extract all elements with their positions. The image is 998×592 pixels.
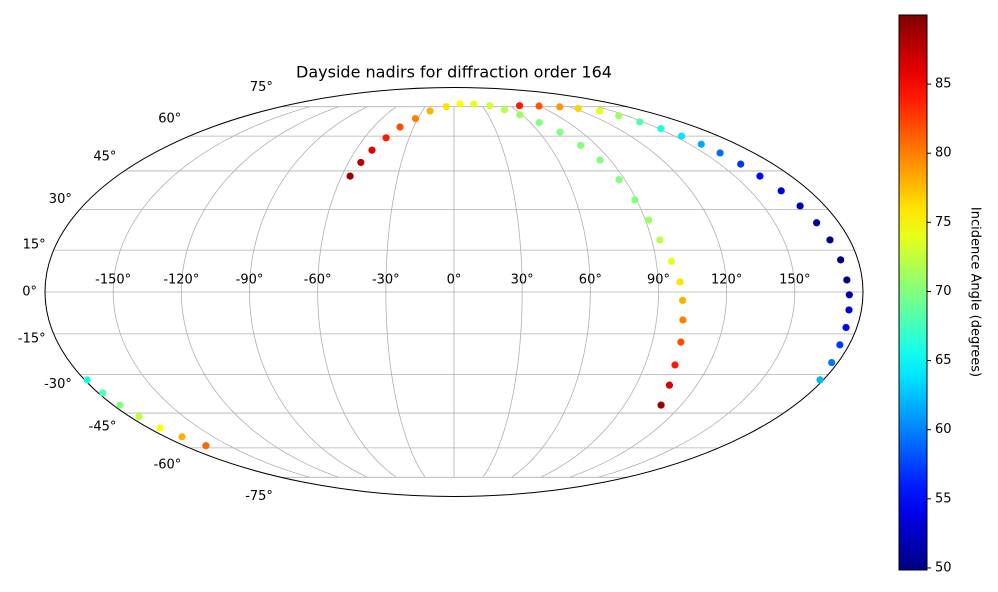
data-point [645, 216, 653, 224]
data-point [816, 376, 824, 384]
data-point [426, 107, 434, 115]
x-tick-label: -30° [372, 273, 400, 288]
colorbar-tick-label: 60 [935, 422, 952, 437]
data-point [679, 316, 687, 324]
data-point [456, 100, 464, 108]
data-point [737, 160, 745, 168]
data-point [697, 140, 705, 148]
data-point [577, 141, 585, 149]
data-point [679, 296, 687, 305]
data-point [667, 257, 676, 265]
data-point [836, 341, 844, 349]
data-point [636, 118, 644, 126]
data-point [574, 104, 582, 113]
y-tick-label: -15° [18, 332, 46, 347]
data-point [515, 102, 524, 110]
data-point [83, 376, 91, 384]
data-point [486, 102, 494, 110]
colorbar-tick-label: 85 [935, 77, 952, 92]
data-point [615, 176, 623, 184]
colorbar-label: Incidence Angle (degrees) [968, 207, 983, 377]
data-point [756, 172, 764, 180]
data-point [411, 115, 420, 123]
colorbar-tick-label: 50 [935, 560, 952, 575]
y-tick-label: 75° [250, 80, 273, 95]
data-point [202, 442, 210, 450]
data-point [842, 323, 850, 332]
data-point [178, 433, 186, 441]
data-point [556, 103, 564, 111]
data-point [116, 401, 124, 409]
data-point [677, 132, 686, 140]
data-point [677, 338, 685, 346]
data-point [657, 401, 665, 409]
data-point [357, 158, 365, 167]
data-point [535, 118, 543, 127]
data-point [716, 149, 724, 157]
data-point [845, 291, 853, 299]
colorbar-tick-label: 70 [935, 284, 952, 299]
data-point [656, 236, 664, 244]
y-tick-label: 15° [23, 237, 46, 252]
data-point [470, 100, 478, 108]
data-point [813, 219, 821, 227]
y-tick-label: -45° [89, 420, 117, 435]
data-point [516, 111, 524, 119]
data-point [368, 146, 376, 154]
x-tick-label: -90° [236, 273, 264, 288]
x-tick-label: -60° [304, 273, 332, 288]
data-point [796, 202, 804, 210]
data-point [828, 358, 836, 367]
colorbar-tick-label: 80 [935, 146, 952, 161]
y-tick-label: 30° [49, 192, 72, 207]
data-point [99, 389, 107, 397]
x-tick-label: -120° [163, 273, 199, 288]
data-point [657, 125, 665, 133]
colorbar-tick-label: 65 [935, 353, 952, 368]
chart-title: Dayside nadirs for diffraction order 164 [296, 63, 612, 82]
data-point [777, 187, 785, 195]
data-point [396, 123, 404, 131]
x-tick-label: 120° [711, 273, 742, 288]
data-point [596, 156, 604, 164]
x-tick-label: 60° [579, 273, 602, 288]
data-point [676, 278, 684, 286]
colorbar-tick-label: 75 [935, 215, 952, 230]
y-tick-label: -30° [44, 377, 72, 392]
data-point [671, 361, 679, 369]
data-point [500, 106, 509, 114]
y-tick-label: -60° [154, 458, 182, 473]
data-point [442, 103, 450, 111]
data-point [156, 424, 164, 432]
data-point [346, 172, 354, 180]
x-tick-label: 0° [447, 273, 462, 288]
data-point [837, 256, 845, 264]
data-point [135, 413, 143, 421]
y-tick-label: 60° [158, 111, 181, 126]
data-point [615, 112, 623, 120]
data-point [843, 276, 851, 284]
data-point [845, 306, 853, 314]
data-point [826, 236, 834, 244]
data-point [665, 381, 674, 389]
colorbar-tick-label: 55 [935, 491, 952, 506]
data-point [556, 128, 564, 136]
y-tick-label: 45° [93, 149, 116, 164]
data-point [535, 102, 543, 110]
data-point [382, 134, 390, 142]
y-tick-label: -75° [245, 489, 273, 504]
data-point [595, 107, 604, 115]
x-tick-label: -150° [95, 273, 131, 288]
x-tick-label: 30° [511, 273, 534, 288]
y-tick-label: 0° [22, 285, 37, 300]
x-tick-label: 150° [779, 273, 810, 288]
map-boundary [44, 87, 864, 497]
colorbar [898, 14, 928, 571]
x-tick-label: 90° [647, 273, 670, 288]
data-point [631, 196, 639, 204]
